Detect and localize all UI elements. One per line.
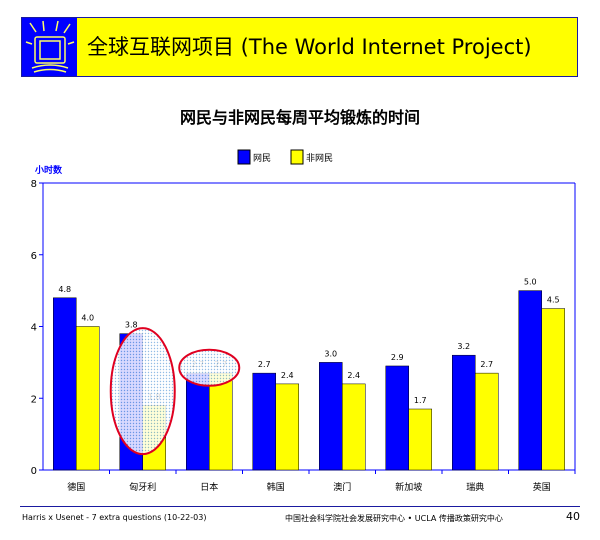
monitor-rays-icon [22,18,77,76]
bar-series2 [275,383,299,471]
data-label: 2.4 [347,371,360,380]
page-number: 40 [566,510,580,523]
bar-series1 [385,365,409,471]
x-tick-label: 瑞典 [466,481,484,493]
y-axis-label: 小时数 [34,164,63,176]
data-label: 2.7 [258,360,271,369]
x-tick-label: 英国 [533,481,551,493]
y-tick-label: 8 [31,179,37,190]
x-tick-label: 日本 [200,481,218,493]
x-tick-label: 澳门 [333,481,351,493]
highlight-ellipse [178,348,241,387]
highlight-ellipse [109,327,176,456]
data-label: 4.8 [58,285,71,294]
bar-series1 [518,290,542,471]
bar-series2 [408,408,432,471]
x-tick-label: 德国 [67,481,85,493]
legend-swatch-series2 [290,149,304,165]
x-tick-label: 韩国 [267,481,285,493]
y-tick-label: 2 [31,394,37,405]
header-banner: 全球互联网项目 (The World Internet Project) [21,17,578,77]
header-title: 全球互联网项目 (The World Internet Project) [87,35,532,59]
bar-series2 [475,372,499,471]
footer-divider [20,506,580,507]
y-tick-label: 4 [31,323,37,334]
bar-chart: 网民非网民小时数02468德国4.84.0匈牙利3.81.8日本2.72.7韩国… [31,149,576,493]
data-label: 3.2 [457,342,470,351]
data-label: 4.0 [81,314,94,323]
legend-label-series2: 非网民 [306,152,333,164]
x-tick-label: 新加坡 [395,481,422,493]
data-label: 3.0 [324,349,337,358]
footer-organizations: 中国社会科学院社会发展研究中心 • UCLA 传播政策研究中心 [285,514,503,523]
bar-series1 [186,372,210,471]
data-label: 2.7 [480,360,493,369]
bar-series1 [319,362,343,471]
data-label: 2.9 [391,353,404,362]
bar-series2 [342,383,366,471]
legend-swatch-series1 [237,149,251,165]
y-tick-label: 0 [31,466,37,477]
data-label: 1.7 [414,396,427,405]
y-tick-label: 6 [31,251,37,262]
bar-series1 [252,372,276,471]
bar-series2 [76,326,100,471]
chart-title: 网民与非网民每周平均锻炼的时间 [179,108,420,127]
bar-series1 [452,354,476,471]
bar-series1 [53,297,77,471]
data-label: 4.5 [547,296,560,305]
data-label: 2.4 [281,371,294,380]
bar-series2 [541,308,565,471]
x-tick-label: 匈牙利 [129,481,156,493]
footer-source: Harris x Usenet - 7 extra questions (10-… [22,513,207,522]
legend-label-series1: 网民 [253,153,271,164]
bar-series2 [209,372,233,471]
data-label: 5.0 [524,278,537,287]
data-label: 3.8 [125,321,138,330]
